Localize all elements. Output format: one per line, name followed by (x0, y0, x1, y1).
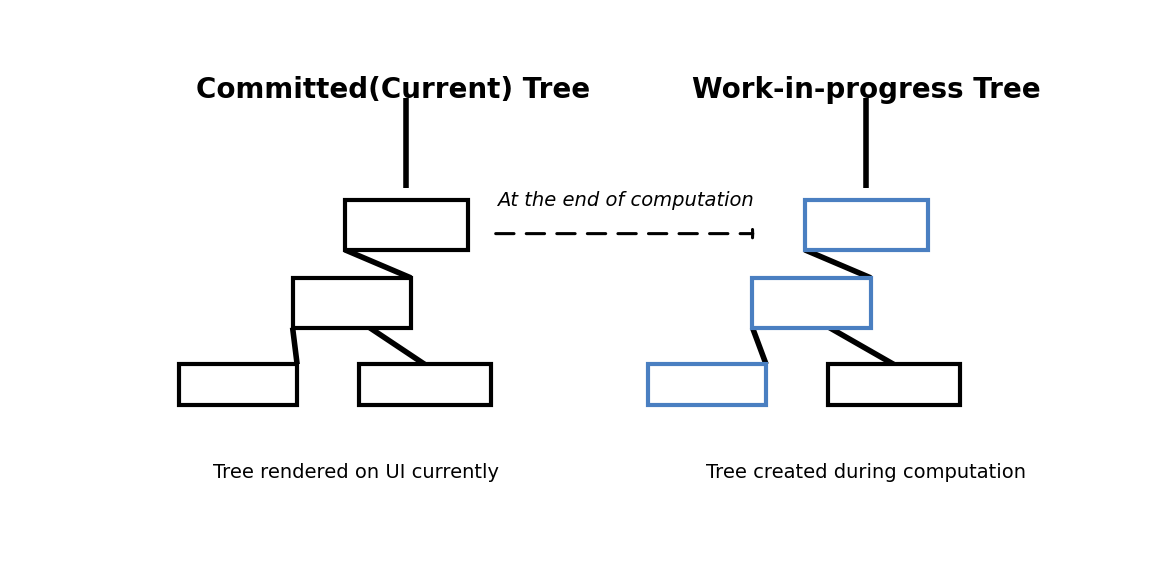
Bar (805, 200, 928, 250)
Bar (293, 278, 411, 328)
Text: Work-in-progress Tree: Work-in-progress Tree (692, 76, 1041, 104)
Bar (358, 364, 491, 406)
Text: Committed(Current) Tree: Committed(Current) Tree (196, 76, 590, 104)
Bar (345, 200, 468, 250)
Text: Tree rendered on UI currently: Tree rendered on UI currently (214, 463, 499, 482)
Text: At the end of computation: At the end of computation (497, 191, 753, 210)
Bar (179, 364, 297, 406)
Bar (827, 364, 960, 406)
Text: Tree created during computation: Tree created during computation (706, 463, 1026, 482)
Bar (752, 278, 871, 328)
Bar (647, 364, 766, 406)
